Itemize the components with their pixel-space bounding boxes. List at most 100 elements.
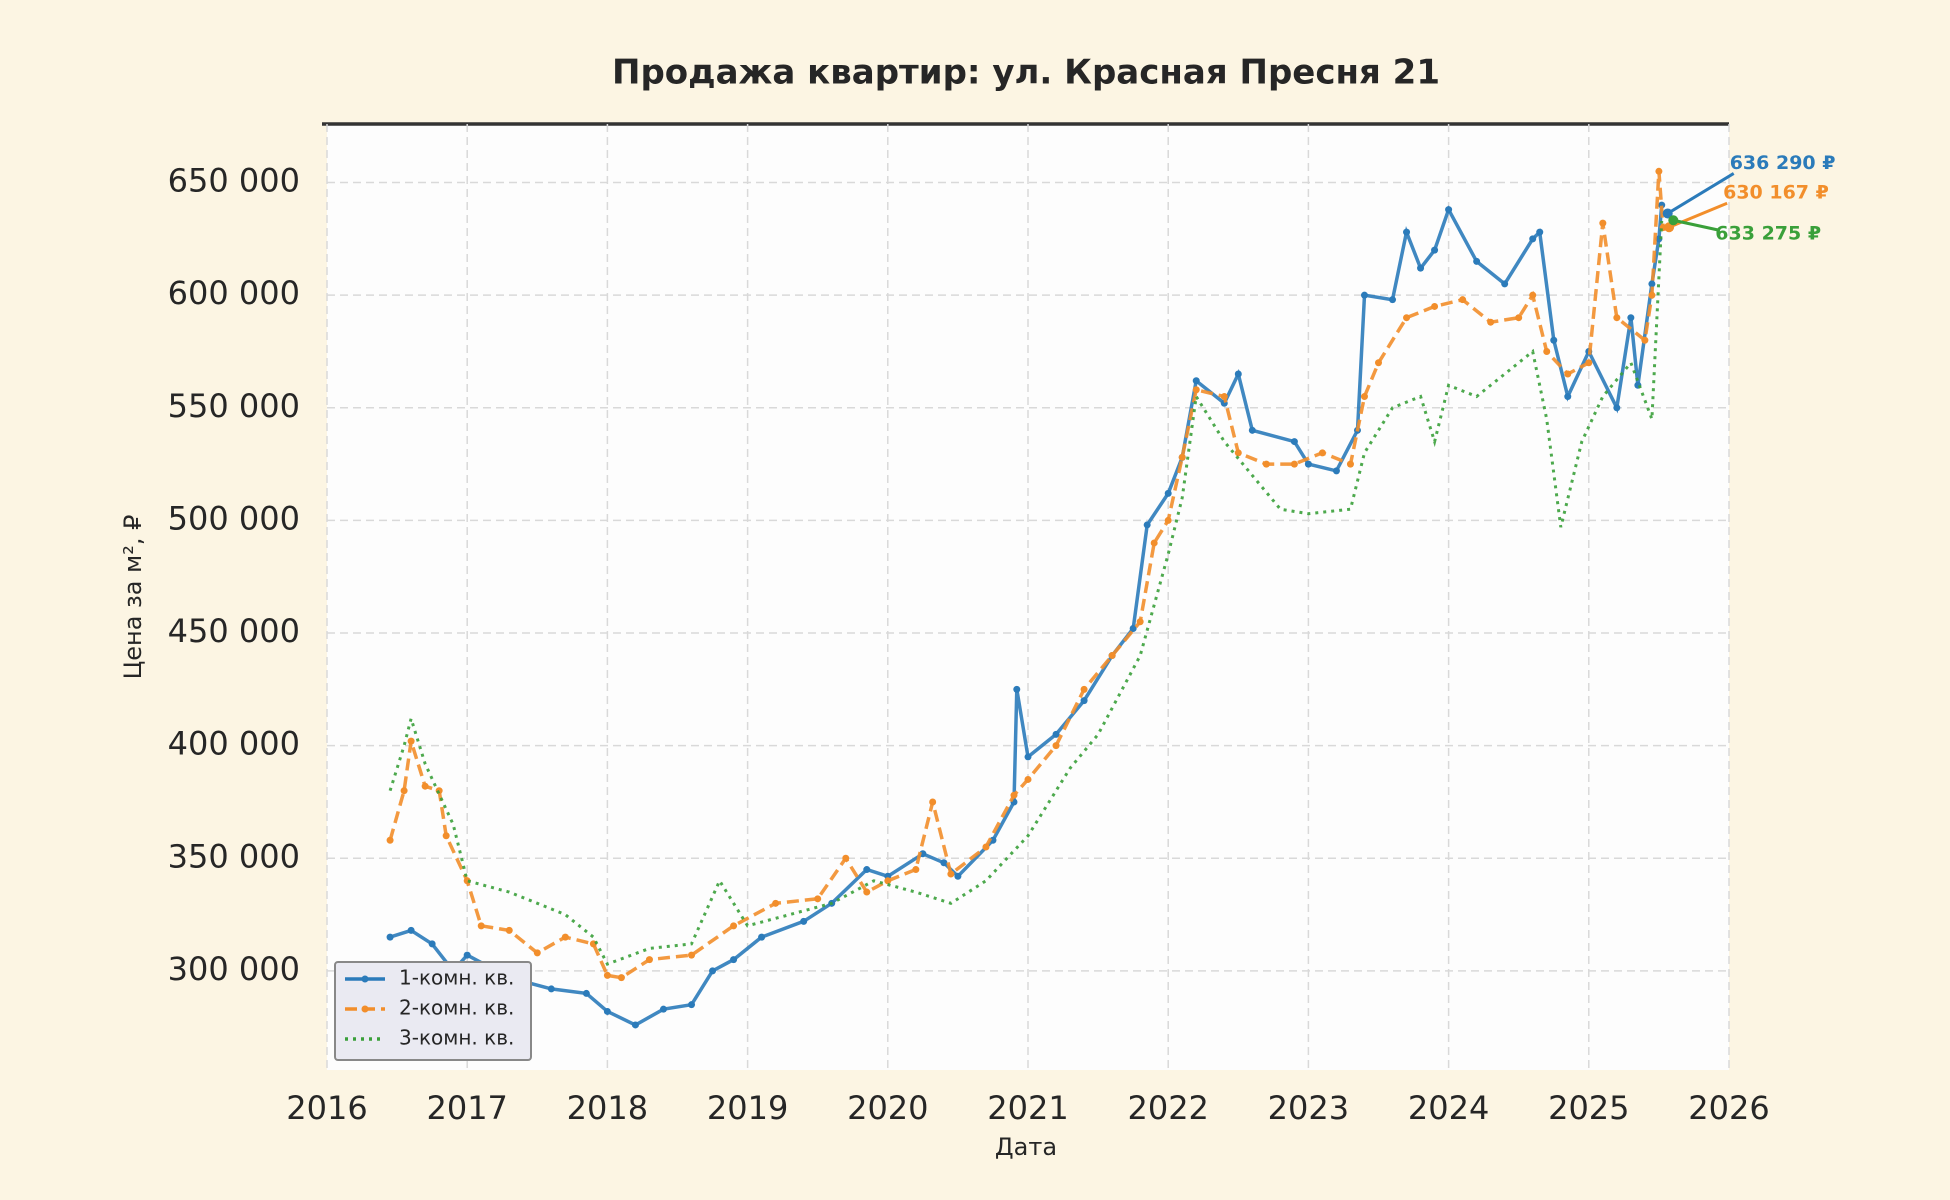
point [842, 854, 850, 862]
point [730, 922, 738, 930]
point [477, 922, 485, 930]
x-tick-label: 2016 [286, 1089, 367, 1127]
y-tick-label: 350 000 [168, 837, 300, 875]
point [1585, 359, 1593, 367]
legend-marker [361, 1005, 369, 1013]
point [1080, 685, 1088, 693]
point [1403, 228, 1411, 236]
x-tick-label: 2025 [1548, 1089, 1629, 1127]
annotation-label: 630 167 ₽ [1723, 182, 1829, 204]
point [1389, 296, 1397, 304]
point [617, 974, 625, 982]
point [1564, 393, 1572, 401]
point [1599, 219, 1607, 227]
point [603, 971, 611, 979]
point [1164, 516, 1172, 524]
point [1543, 347, 1551, 355]
point [989, 836, 997, 844]
y-tick-label: 300 000 [168, 950, 300, 988]
point [386, 933, 394, 941]
annotation-arrow [1668, 201, 1728, 229]
point [1431, 246, 1439, 254]
point [1550, 336, 1558, 344]
x-tick-label: 2024 [1408, 1089, 1489, 1127]
legend-marker [361, 975, 369, 983]
point [1473, 257, 1481, 265]
point [505, 926, 513, 934]
y-tick-label: 650 000 [168, 162, 300, 200]
point [1192, 386, 1200, 394]
legend-label: 2-комн. кв. [399, 996, 514, 1020]
point [1164, 489, 1172, 497]
point [940, 859, 948, 867]
point [772, 899, 780, 907]
point [982, 843, 990, 851]
point [421, 782, 429, 790]
series-line [388, 220, 1664, 966]
point [1150, 539, 1158, 547]
point [659, 1005, 667, 1013]
point [1332, 467, 1340, 475]
point [603, 1007, 611, 1015]
point [1346, 460, 1354, 468]
y-tick-label: 550 000 [168, 387, 300, 425]
annotation-arrow [1666, 172, 1735, 215]
point [1515, 314, 1523, 322]
x-tick-label: 2019 [707, 1089, 788, 1127]
point [1220, 393, 1228, 401]
annotation-label: 633 275 ₽ [1715, 223, 1821, 245]
annotation-label: 636 290 ₽ [1730, 152, 1836, 174]
point [1192, 377, 1200, 385]
x-tick-label: 2017 [426, 1089, 507, 1127]
point [947, 870, 955, 878]
point [1024, 753, 1032, 761]
point [547, 985, 555, 993]
point [912, 866, 920, 874]
point [1431, 302, 1439, 310]
legend-box [334, 961, 532, 1061]
point [1010, 791, 1018, 799]
point [407, 926, 415, 934]
point [1627, 314, 1635, 322]
legend-label: 3-комн. кв. [399, 1026, 514, 1050]
x-tick-label: 2018 [567, 1089, 648, 1127]
point [863, 866, 871, 874]
point [1529, 291, 1537, 299]
point [954, 872, 962, 880]
point [1129, 625, 1137, 633]
point [688, 1001, 696, 1009]
point [442, 832, 450, 840]
annotation-arrow [1672, 218, 1720, 232]
point [1648, 291, 1656, 299]
x-tick-label: 2026 [1688, 1089, 1769, 1127]
point [1290, 438, 1298, 446]
x-tick-label: 2023 [1268, 1089, 1349, 1127]
point [631, 1021, 639, 1029]
annotation-point [1662, 208, 1673, 219]
point [1262, 460, 1270, 468]
point [1655, 167, 1663, 175]
point [386, 836, 394, 844]
y-tick-label: 400 000 [168, 725, 300, 763]
point [533, 949, 541, 957]
point [428, 940, 436, 948]
point [1052, 742, 1060, 750]
x-tick-label: 2020 [847, 1089, 928, 1127]
point [1143, 521, 1151, 529]
point [1052, 730, 1060, 738]
point [1445, 206, 1453, 214]
point [800, 917, 808, 925]
point [1234, 449, 1242, 457]
point [400, 787, 408, 795]
point [1417, 264, 1425, 272]
legend: 1-комн. кв. 2-комн. кв. 3-комн. кв. [334, 961, 532, 1061]
x-tick-label: 2022 [1127, 1089, 1208, 1127]
legend-label: 1-комн. кв. [399, 966, 514, 990]
annotation-point [1668, 215, 1679, 226]
point [1290, 460, 1298, 468]
point [1024, 775, 1032, 783]
y-tick-label: 600 000 [168, 274, 300, 312]
y-axis-label: Цена за м², ₽ [119, 515, 147, 680]
point [1304, 460, 1312, 468]
